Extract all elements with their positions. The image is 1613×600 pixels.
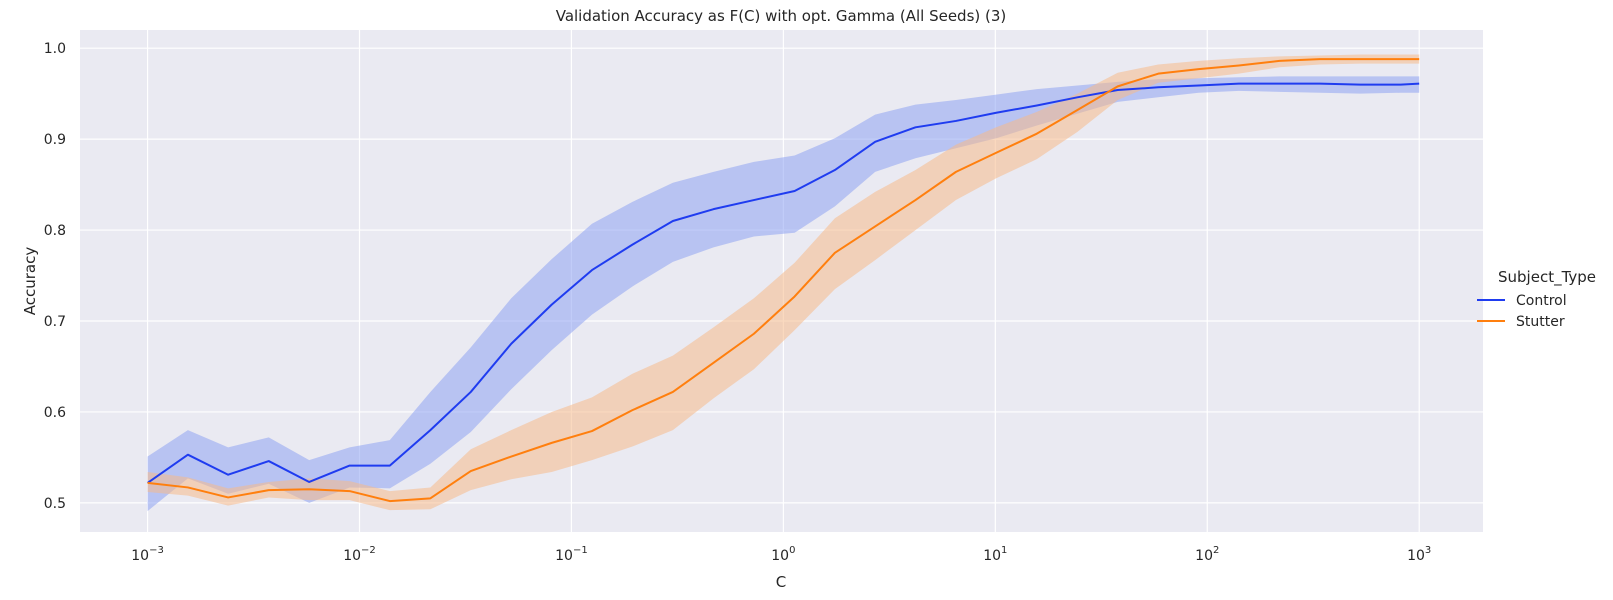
legend: Subject_Type Control Stutter [1477, 268, 1596, 330]
y-tick-label: 0.7 [44, 314, 66, 330]
confidence-bands [147, 54, 1420, 512]
y-tick-label: 0.8 [44, 223, 66, 239]
x-tick-label: 10−3 [131, 545, 164, 564]
x-tick-label: 10−2 [343, 545, 376, 564]
series-line-stutter [147, 58, 1420, 503]
legend-items: Control Stutter [1477, 293, 1567, 330]
x-tick-label: 100 [771, 545, 795, 564]
y-tick-label: 0.9 [44, 132, 66, 148]
y-axis-ticks: 0.5 0.6 0.7 0.8 0.9 1.0 [44, 41, 66, 512]
y-tick-label: 0.6 [44, 405, 66, 421]
x-axis-label: C [776, 573, 786, 591]
ci-band-control [147, 76, 1420, 512]
x-tick-label: 103 [1407, 545, 1431, 564]
legend-label-stutter: Stutter [1516, 314, 1565, 330]
x-tick-label: 102 [1195, 545, 1219, 564]
y-tick-label: 0.5 [44, 496, 66, 512]
x-axis-ticks: 10−3 10−2 10−1 100 101 102 103 [131, 545, 1431, 564]
legend-label-control: Control [1516, 293, 1567, 309]
y-axis-label: Accuracy [21, 247, 39, 316]
chart-title: Validation Accuracy as F(C) with opt. Ga… [556, 7, 1007, 25]
x-tick-label: 10−1 [555, 545, 588, 564]
ci-band-stutter [147, 54, 1420, 511]
x-tick-label: 101 [983, 545, 1007, 564]
series-line-control [146, 82, 1420, 484]
y-tick-label: 1.0 [44, 41, 66, 57]
series-lines [146, 58, 1420, 503]
legend-title: Subject_Type [1498, 268, 1596, 287]
